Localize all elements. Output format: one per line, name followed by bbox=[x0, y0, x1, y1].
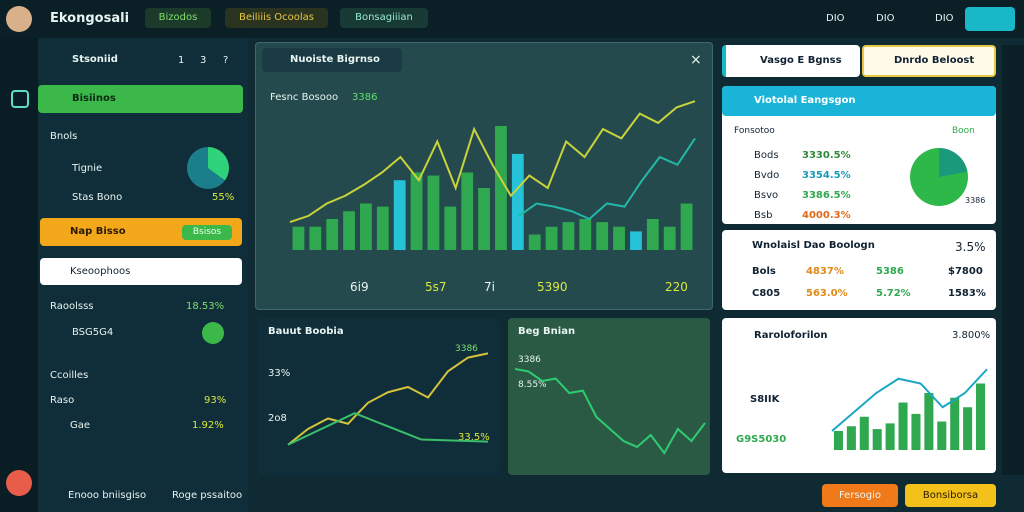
cell: 4837% bbox=[806, 266, 844, 277]
donut bbox=[187, 147, 229, 189]
cell: 1583% bbox=[948, 288, 986, 299]
cell: Bols bbox=[752, 266, 776, 277]
x-label: 220 bbox=[665, 280, 688, 294]
x-label: 5s7 bbox=[425, 280, 447, 294]
button[interactable]: Fersogio bbox=[822, 484, 898, 507]
lower-mid-panel bbox=[508, 318, 710, 475]
status: DIO bbox=[826, 13, 845, 24]
row-value: 55% bbox=[212, 192, 235, 203]
toggle[interactable] bbox=[202, 322, 224, 344]
row-label: Raso bbox=[50, 395, 75, 406]
cell: C805 bbox=[752, 288, 781, 299]
user-avatar bbox=[6, 470, 32, 496]
stat-label: Raoolsss bbox=[50, 301, 94, 312]
section-title: Bnols bbox=[50, 131, 78, 142]
footer-link[interactable]: Enooo bniisgiso bbox=[68, 490, 147, 501]
label: 2o8 bbox=[268, 413, 287, 424]
button[interactable]: Bonsiborsa bbox=[905, 484, 996, 507]
sidebar-header: Stsoniid bbox=[72, 54, 118, 65]
icon-label[interactable]: 1 bbox=[178, 55, 185, 66]
panel-title: Bauut Boobia bbox=[268, 326, 344, 337]
column: Boon bbox=[952, 126, 975, 136]
card-value: 3.800% bbox=[952, 330, 991, 341]
stat-value: 18.53% bbox=[186, 301, 225, 312]
group-title: Ccoilles bbox=[50, 370, 89, 381]
x-label: 7i bbox=[484, 280, 495, 294]
row-label: Bsvo bbox=[754, 190, 779, 201]
label: 33% bbox=[268, 368, 291, 379]
status: DIO bbox=[876, 13, 895, 24]
search[interactable]: Kseoophoos bbox=[40, 258, 242, 285]
card bbox=[722, 230, 996, 310]
label: 3386 bbox=[518, 355, 541, 365]
x-label: 5390 bbox=[537, 280, 568, 294]
label: 33.5% bbox=[458, 432, 490, 443]
legend-value: 3386 bbox=[352, 92, 378, 103]
active-item[interactable]: Bisiinos bbox=[38, 85, 243, 113]
cell: 563.0% bbox=[806, 288, 848, 299]
tab[interactable]: Beiliiis Ocoolas bbox=[225, 8, 328, 28]
cell: 5386 bbox=[876, 266, 904, 277]
column: Fonsotoo bbox=[734, 126, 775, 136]
badge: 3386 bbox=[455, 344, 478, 354]
row-label: Bsb bbox=[754, 210, 773, 221]
row-label: Stas Bono bbox=[72, 192, 123, 203]
x-label: 6i9 bbox=[350, 280, 369, 294]
footer-link[interactable]: Roge pssaitoo bbox=[172, 490, 243, 501]
card-title: Raroloforilon bbox=[754, 330, 828, 341]
rail-icon[interactable] bbox=[11, 90, 29, 108]
right-rail bbox=[1002, 45, 1024, 475]
status: DIO bbox=[935, 13, 954, 24]
card-header: Viotolal Eangsgon bbox=[722, 86, 996, 116]
stat-label: BSG5G4 bbox=[72, 327, 114, 338]
label: S8IIK bbox=[750, 394, 780, 405]
row-value: 3386.5% bbox=[802, 190, 851, 201]
avatar bbox=[6, 6, 32, 32]
row-value: 4000.3% bbox=[802, 210, 851, 221]
tab[interactable]: Bizodos bbox=[145, 8, 211, 28]
row-value: 3354.5% bbox=[802, 170, 851, 181]
label: G9S5030 bbox=[736, 434, 787, 445]
icon-label[interactable]: ? bbox=[223, 55, 229, 66]
lower-left-panel bbox=[258, 318, 500, 475]
main-panel bbox=[255, 42, 713, 310]
row-label: Bvdo bbox=[754, 170, 780, 181]
tab[interactable]: Bonsagiiian bbox=[340, 8, 428, 28]
pie-label: 3386 bbox=[965, 196, 986, 205]
legend: Fesnc Bosooo bbox=[270, 92, 339, 103]
row-value: 93% bbox=[204, 395, 227, 406]
select[interactable]: Dnrdo Beloost bbox=[862, 45, 996, 77]
panel-title: Beg Bnian bbox=[518, 326, 576, 337]
profile[interactable]: Vasgo E Bgnss bbox=[722, 45, 860, 77]
row-value: 3330.5% bbox=[802, 150, 851, 161]
icon-rail bbox=[0, 38, 38, 512]
close[interactable]: × bbox=[690, 52, 702, 68]
label: 8.55% bbox=[518, 380, 547, 390]
action-button[interactable] bbox=[965, 7, 1015, 31]
cell: $7800 bbox=[948, 266, 983, 277]
row-value: 1.92% bbox=[192, 420, 224, 431]
pie bbox=[910, 148, 968, 206]
cell: 5.72% bbox=[876, 288, 911, 299]
highlight-button[interactable]: Bsisos bbox=[182, 225, 232, 240]
brand: Ekongosali bbox=[50, 11, 130, 26]
card-title: Wnolaisl Dao Boologn bbox=[752, 240, 875, 251]
row-label: Tignie bbox=[72, 163, 103, 174]
row-label: Gae bbox=[70, 420, 91, 431]
icon-label[interactable]: 3 bbox=[200, 55, 207, 66]
panel-header: Nuoiste Bigrnso bbox=[262, 48, 402, 72]
row-label: Bods bbox=[754, 150, 779, 161]
card-value: 3.5% bbox=[955, 240, 986, 254]
